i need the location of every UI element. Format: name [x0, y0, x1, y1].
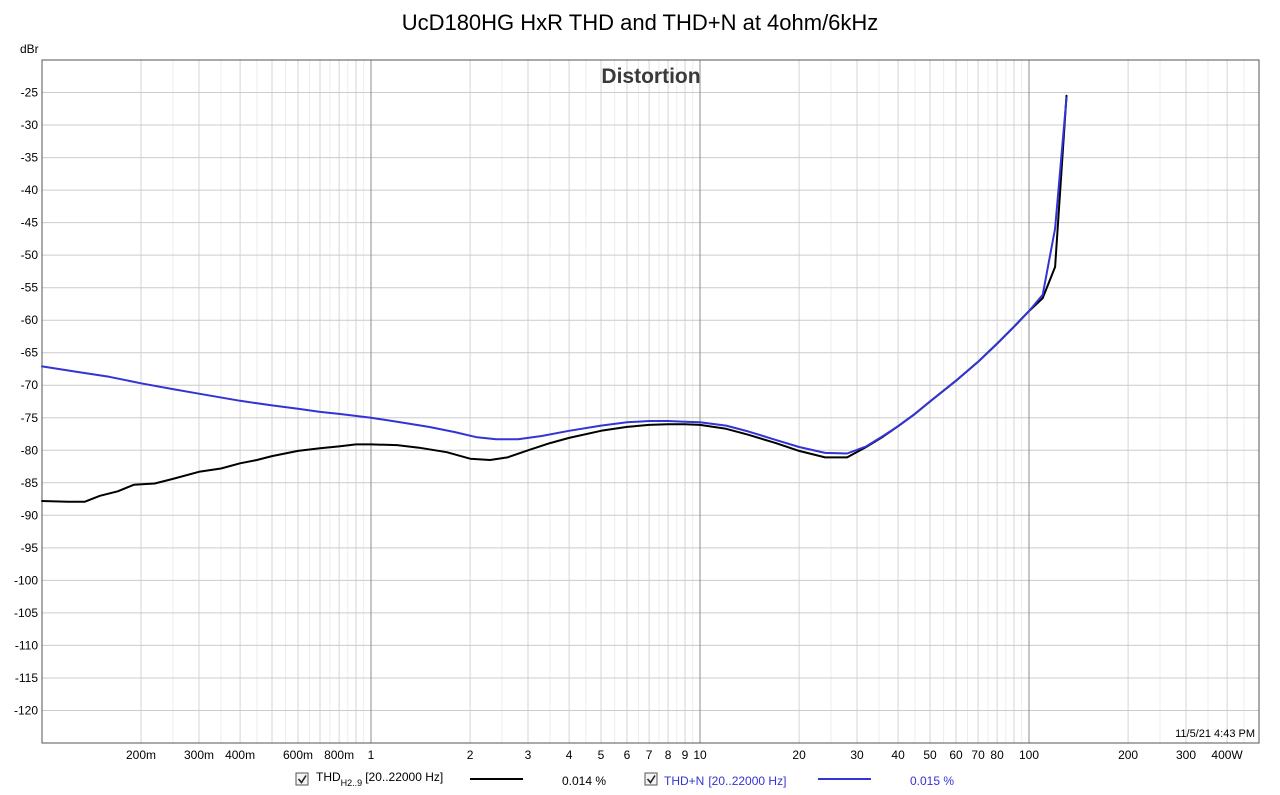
- x-tick-label: 300: [1176, 748, 1196, 762]
- x-tick-label: 30: [850, 748, 864, 762]
- checkmark-icon: [297, 775, 307, 784]
- legend-thdn-value: 0.015 %: [910, 774, 954, 788]
- y-tick-label: -60: [21, 313, 39, 327]
- y-tick-label: -55: [21, 281, 39, 295]
- legend-thdn-range: [20..22000 Hz]: [708, 774, 786, 788]
- minor-grid: [42, 59, 1259, 744]
- y-axis-unit-label: dBr: [20, 42, 39, 56]
- x-tick-label: 8: [665, 748, 672, 762]
- legend-item-thdn[interactable]: THD+N [20..22000 Hz] 0.015 %: [644, 772, 954, 788]
- y-tick-label: -80: [21, 443, 39, 457]
- legend: THDH2..9 [20..22000 Hz] 0.014 % THD+N [20.…: [295, 770, 954, 788]
- y-tick-label: -40: [21, 183, 39, 197]
- x-tick-label: 600m: [283, 748, 313, 762]
- y-tick-label: -85: [21, 476, 39, 490]
- series-line-thd-n: [41, 96, 1068, 455]
- x-tick-label: 50: [923, 748, 937, 762]
- plot-area: [42, 60, 1259, 743]
- y-tick-label: -25: [21, 86, 39, 100]
- x-tick-label: 200: [1118, 748, 1138, 762]
- x-tick-label: 100: [1019, 748, 1039, 762]
- x-tick-label: 200m: [126, 748, 156, 762]
- x-tick-label: 300m: [184, 748, 214, 762]
- legend-thd-name: THD: [316, 770, 341, 784]
- x-tick-label: 60: [949, 748, 963, 762]
- x-tick-label: 9: [682, 748, 689, 762]
- x-tick-label: 4: [566, 748, 573, 762]
- legend-thd-subscript: H2..9: [341, 778, 363, 788]
- plot-inner-title: Distortion: [601, 65, 700, 88]
- y-tick-label: -115: [15, 671, 38, 685]
- x-tick-label: 80: [990, 748, 1004, 762]
- svg-text:THDH2..9[20..22000 Hz]: THDH2..9 [20..22000 Hz]: [316, 770, 443, 788]
- y-tick-label: -35: [21, 151, 39, 165]
- y-axis-ticks: -25 -30 -35 -40 -45 -50 -55 -60 -65 -70 -75 -80 -85 -…: [14, 86, 38, 718]
- x-tick-label: 10: [693, 748, 707, 762]
- y-tick-label: -90: [21, 508, 39, 522]
- x-tick-label: 800m: [324, 748, 354, 762]
- y-tick-label: -120: [14, 704, 38, 718]
- x-tick-label: 7: [646, 748, 653, 762]
- y-tick-label: -65: [21, 346, 39, 360]
- x-tick-label: 2: [467, 748, 474, 762]
- legend-item-thd[interactable]: THDH2..9 [20..22000 Hz] 0.014 %: [295, 770, 606, 788]
- y-tick-label: -30: [21, 118, 39, 132]
- legend-thd-range: [20..22000 Hz]: [365, 770, 443, 784]
- legend-thdn-name: THD+N: [664, 774, 704, 788]
- checkmark-icon: [646, 775, 656, 784]
- x-tick-label: 6: [624, 748, 631, 762]
- legend-thd-value: 0.014 %: [562, 774, 606, 788]
- x-tick-label: 5: [598, 748, 605, 762]
- x-tick-label: 400m: [225, 748, 255, 762]
- x-tick-label: 400W: [1211, 748, 1243, 762]
- y-tick-label: -95: [21, 541, 39, 555]
- data-series: [41, 94, 1068, 503]
- x-tick-label: 1: [368, 748, 375, 762]
- y-tick-label: -70: [21, 378, 39, 392]
- y-tick-label: -110: [15, 638, 38, 652]
- svg-text:THD+N[20..22000 Hz]: THD+N [20..22000 Hz]: [664, 774, 786, 788]
- x-tick-label: 20: [792, 748, 806, 762]
- y-tick-label: -50: [21, 248, 39, 262]
- x-tick-label: 70: [971, 748, 985, 762]
- y-tick-label: -105: [14, 606, 38, 620]
- x-tick-label: 40: [891, 748, 905, 762]
- major-grid: [370, 60, 1030, 743]
- x-tick-label: 3: [525, 748, 532, 762]
- y-tick-label: -100: [14, 573, 38, 587]
- y-tick-label: -75: [21, 411, 39, 425]
- x-axis-ticks: 200m 300m 400m 600m 800m 1 2 3 4 5 6 7 8 9 10 20 30 40 50 6…: [126, 748, 1243, 762]
- y-tick-label: -45: [21, 216, 39, 230]
- chart-title: UcD180HG HxR THD and THD+N at 4ohm/6kHz: [402, 10, 879, 35]
- plot-frame: [41, 59, 1260, 744]
- timestamp: 11/5/21 4:43 PM: [1175, 728, 1255, 740]
